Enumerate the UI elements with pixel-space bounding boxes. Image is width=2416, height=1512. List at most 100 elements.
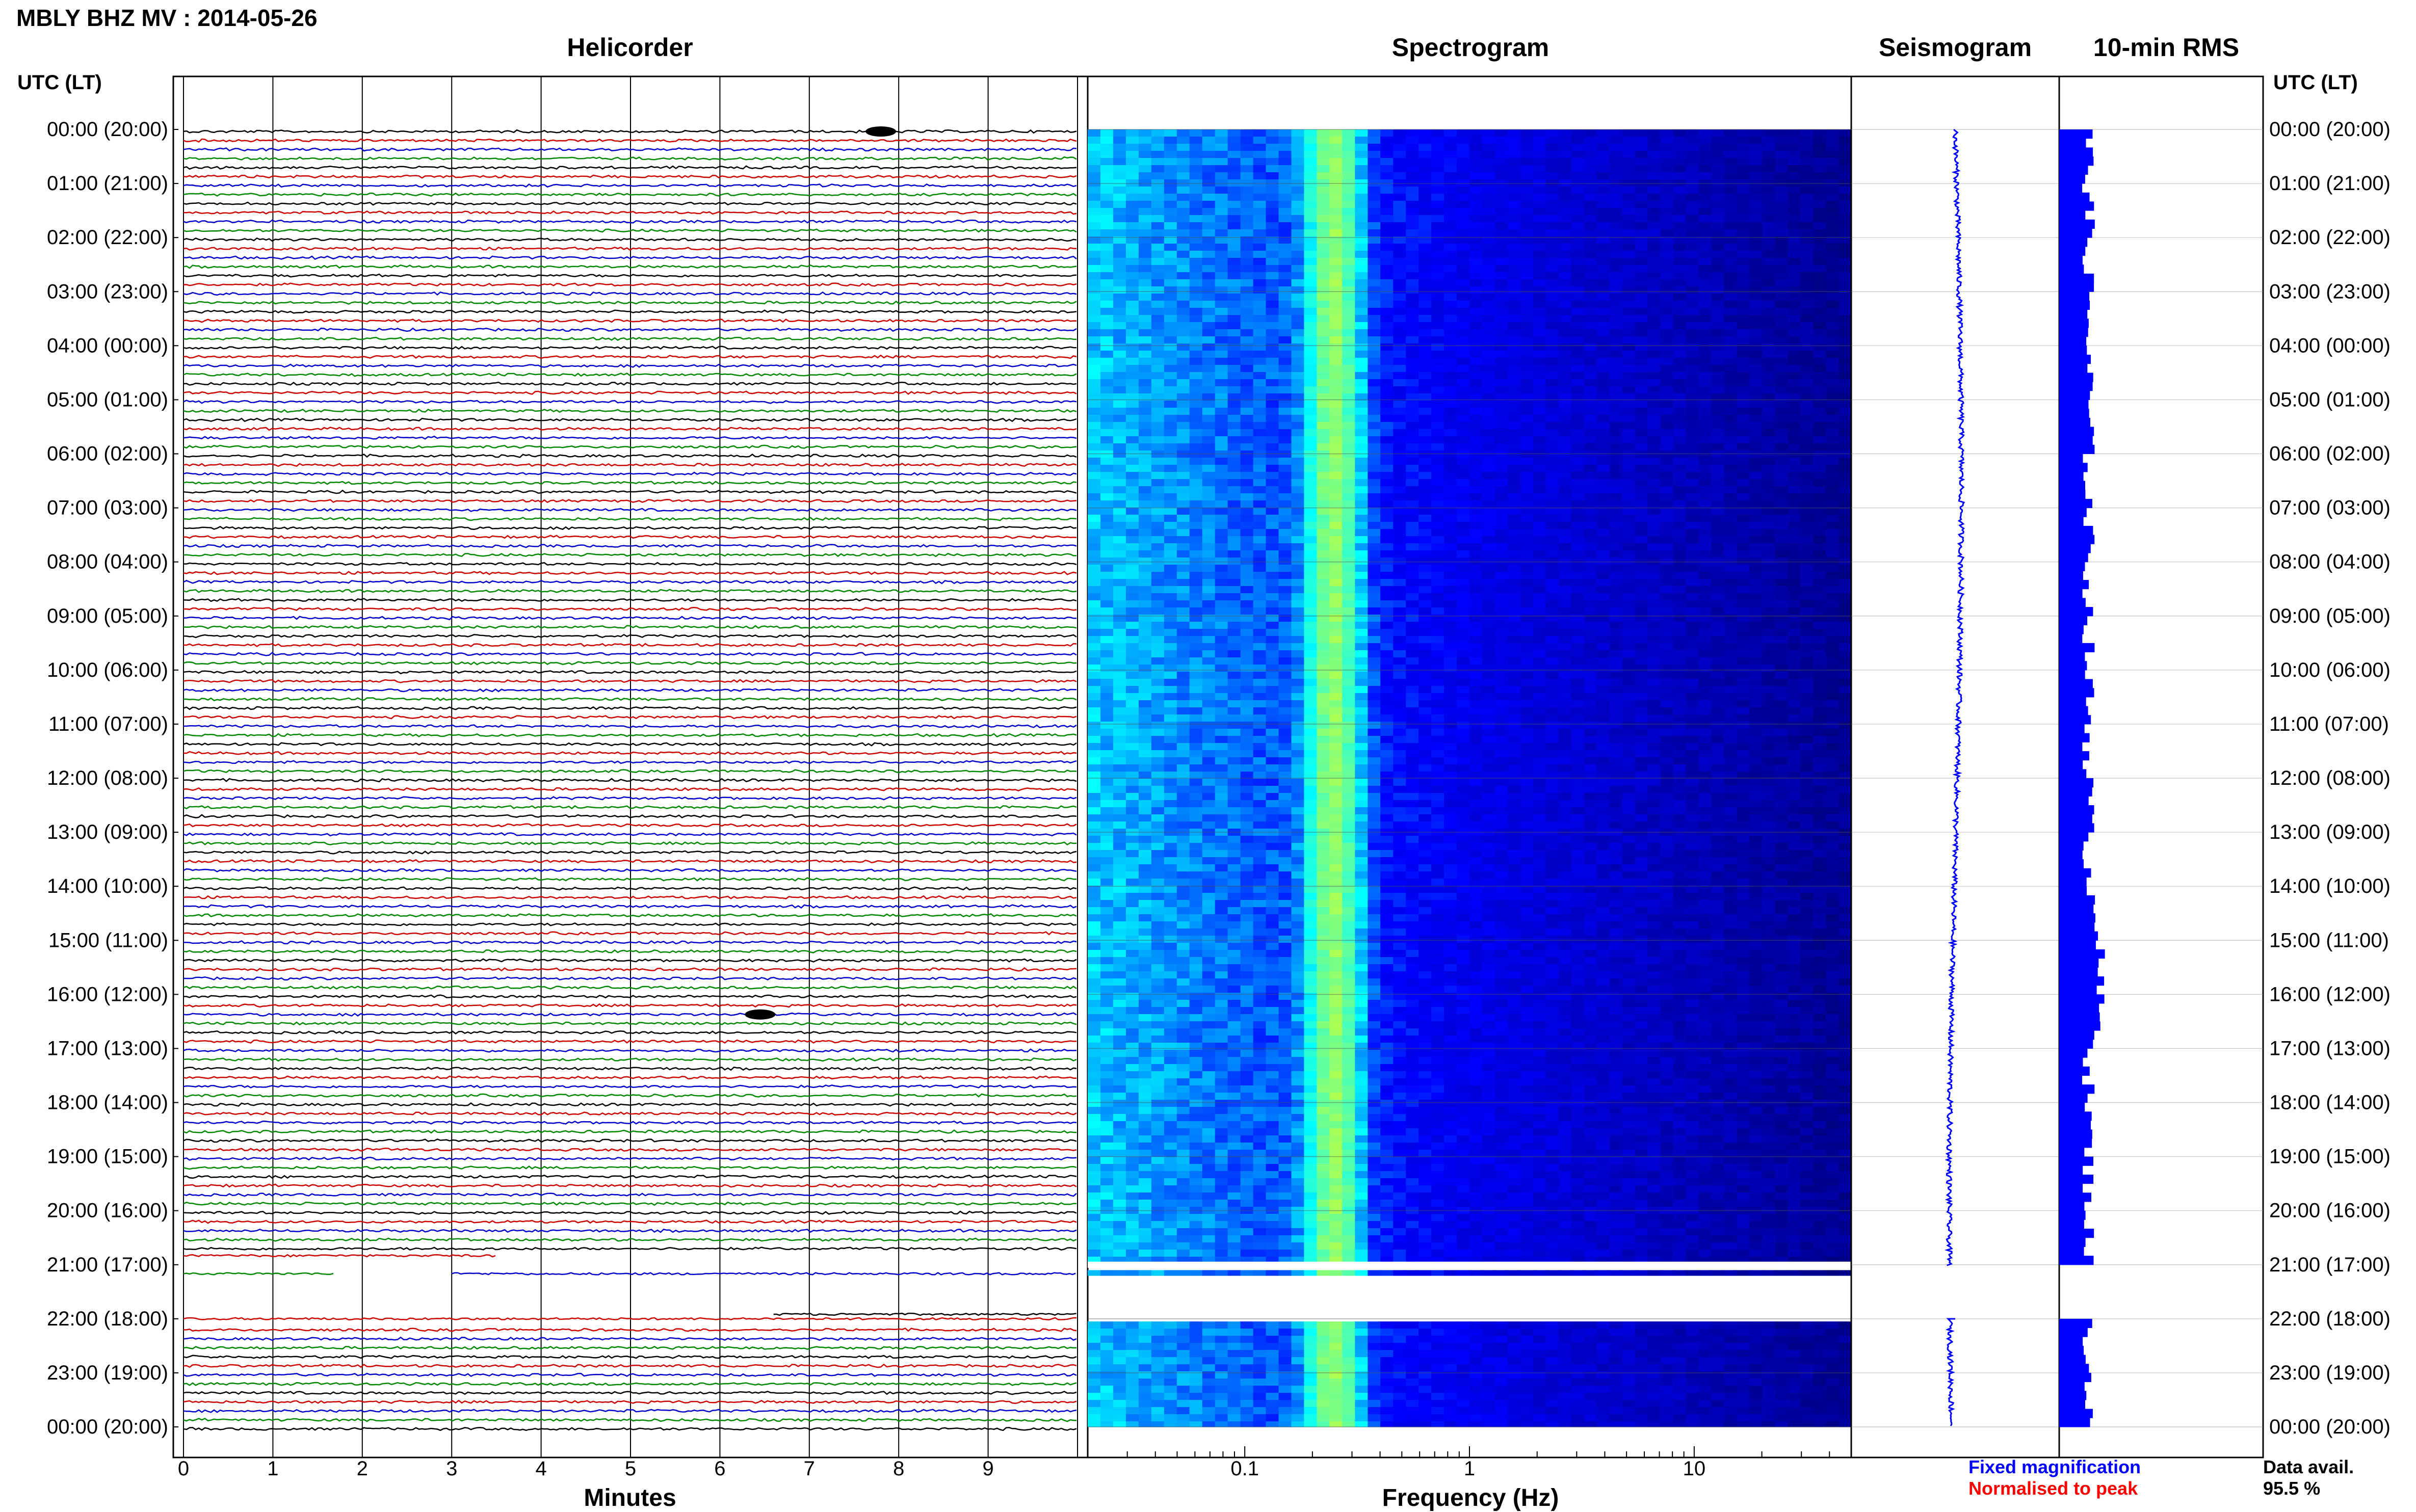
spectrogram-cell	[1711, 215, 1724, 223]
spectrogram-cell	[1317, 493, 1330, 501]
spectrogram-cell	[1508, 657, 1521, 665]
spectrogram-cell	[1190, 308, 1203, 315]
spectrogram-cell	[1088, 408, 1101, 415]
spectrogram-cell	[1202, 593, 1216, 601]
spectrogram-cell	[1215, 315, 1228, 323]
spectrogram-cell	[1800, 479, 1814, 487]
spectrogram-cell	[1202, 665, 1216, 672]
spectrogram-cell	[1686, 500, 1699, 508]
spectrogram-cell	[1088, 329, 1101, 337]
spectrogram-cell	[1661, 286, 1674, 294]
spectrogram-cell	[1215, 222, 1228, 230]
spectrogram-cell	[1444, 429, 1457, 437]
spectrogram-cell	[1571, 479, 1585, 487]
spectrogram-cell	[1775, 465, 1788, 472]
spectrogram-cell	[1457, 151, 1470, 158]
spectrogram-cell	[1762, 401, 1775, 408]
spectrogram-cell	[1724, 365, 1737, 373]
spectrogram-cell	[1508, 607, 1521, 615]
spectrogram-cell	[1584, 579, 1597, 587]
spectrogram-cell	[1126, 244, 1139, 251]
spectrogram-cell	[1304, 543, 1317, 551]
spectrogram-cell	[1826, 279, 1839, 287]
spectrogram-cell	[1444, 458, 1457, 465]
spectrogram-cell	[1292, 529, 1305, 537]
spectrogram-cell	[1292, 672, 1305, 679]
spectrogram-cell	[1571, 187, 1585, 194]
spectrogram-cell	[1571, 251, 1585, 258]
spectrogram-cell	[1355, 458, 1368, 465]
spectrogram-cell	[1698, 222, 1712, 230]
spectrogram-cell	[1126, 308, 1139, 315]
spectrogram-cell	[1304, 194, 1317, 201]
spectrogram-cell	[1177, 422, 1190, 430]
spectrogram-cell	[1533, 365, 1546, 373]
spectrogram-cell	[1202, 208, 1216, 216]
spectrogram-cell	[1469, 244, 1483, 251]
spectrogram-cell	[1686, 194, 1699, 201]
spectrogram-cell	[1444, 137, 1457, 144]
spectrogram-cell	[1520, 465, 1534, 472]
spectrogram-cell	[1749, 215, 1763, 223]
spectrogram-cell	[1520, 308, 1534, 315]
spectrogram-cell	[1495, 679, 1508, 686]
spectrogram-cell	[1737, 179, 1750, 187]
spectrogram-cell	[1508, 558, 1521, 565]
spectrogram-cell	[1113, 401, 1126, 408]
spectrogram-cell	[1431, 229, 1445, 237]
spectrogram-cell	[1151, 686, 1165, 694]
spectrogram-cell	[1190, 500, 1203, 508]
spectrogram-cell	[1711, 158, 1724, 166]
spectrogram-cell	[1380, 351, 1394, 358]
spectrogram-cell	[1673, 137, 1687, 144]
spectrogram-cell	[1380, 686, 1394, 694]
spectrogram-cell	[1559, 679, 1572, 686]
spectrogram-cell	[1648, 657, 1661, 665]
spectrogram-cell	[1508, 386, 1521, 394]
spectrogram-cell	[1661, 301, 1674, 308]
spectrogram-cell	[1317, 401, 1330, 408]
spectrogram-cell	[1368, 179, 1381, 187]
spectrogram-cell	[1533, 129, 1546, 137]
spectrogram-cell	[1775, 436, 1788, 444]
spectrogram-cell	[1317, 308, 1330, 315]
spectrogram-cell	[1419, 529, 1432, 537]
spectrogram-cell	[1228, 500, 1241, 508]
spectrogram-cell	[1151, 536, 1165, 544]
spectrogram-cell	[1164, 586, 1177, 594]
spectrogram-cell	[1800, 343, 1814, 351]
spectrogram-cell	[1457, 422, 1470, 430]
spectrogram-cell	[1253, 172, 1267, 180]
spectrogram-cell	[1648, 358, 1661, 365]
spectrogram-cell	[1597, 579, 1610, 587]
spectrogram-cell	[1380, 343, 1394, 351]
spectrogram-cell	[1100, 458, 1114, 465]
spectrogram-cell	[1253, 579, 1267, 587]
spectrogram-cell	[1622, 179, 1636, 187]
spectrogram-cell	[1151, 593, 1165, 601]
spectrogram-cell	[1775, 151, 1788, 158]
spectrogram-cell	[1482, 315, 1495, 323]
spectrogram-cell	[1355, 279, 1368, 287]
spectrogram-cell	[1406, 572, 1419, 579]
spectrogram-cell	[1368, 201, 1381, 208]
spectrogram-cell	[1813, 165, 1826, 173]
spectrogram-cell	[1329, 386, 1343, 394]
spectrogram-cell	[1228, 536, 1241, 544]
spectrogram-cell	[1508, 165, 1521, 173]
spectrogram-cell	[1419, 536, 1432, 544]
spectrogram-cell	[1584, 415, 1597, 422]
spectrogram-cell	[1266, 329, 1279, 337]
spectrogram-cell	[1610, 572, 1623, 579]
spectrogram-cell	[1508, 429, 1521, 437]
spectrogram-cell	[1266, 672, 1279, 679]
spectrogram-cell	[1724, 600, 1737, 608]
spectrogram-cell	[1788, 258, 1801, 266]
spectrogram-cell	[1559, 543, 1572, 551]
spectrogram-cell	[1431, 265, 1445, 273]
spectrogram-cell	[1661, 165, 1674, 173]
spectrogram-cell	[1431, 137, 1445, 144]
spectrogram-cell	[1559, 579, 1572, 587]
spectrogram-cell	[1151, 386, 1165, 394]
spectrogram-cell	[1139, 472, 1152, 480]
